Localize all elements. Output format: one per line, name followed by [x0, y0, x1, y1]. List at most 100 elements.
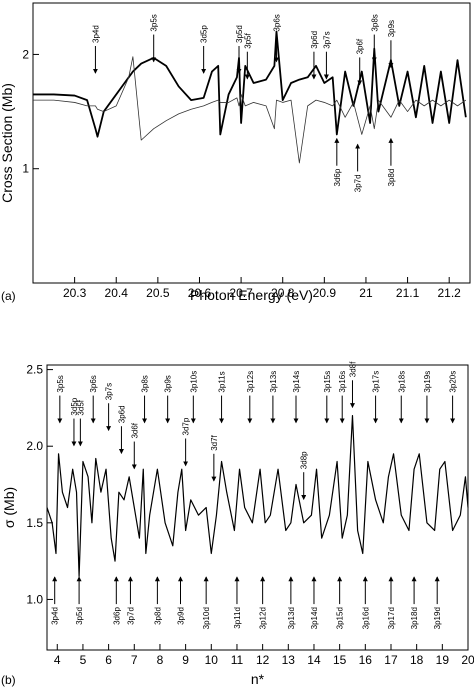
annotation-label: 3p9s	[164, 375, 173, 392]
annotation-label: 3p10d	[202, 607, 211, 629]
annotation-label: 3p18d	[410, 607, 419, 629]
annotation: 3p17s	[372, 371, 381, 424]
annotation: 3p5d	[75, 576, 84, 625]
annotation-label: 3p20s	[449, 371, 458, 393]
annotation-label: 3p5s	[56, 375, 65, 392]
x-tick-label: 5	[80, 653, 87, 667]
annotation-label: 3p6d	[310, 31, 319, 49]
annotation-label: 3p17d	[387, 607, 396, 629]
annotation-label: 3p7d	[354, 174, 363, 192]
annotation: 3d6f	[130, 422, 139, 470]
annotation-label: 3p13d	[287, 607, 296, 629]
annotation: 3p6s	[89, 375, 98, 424]
annotation: 3p14d	[310, 576, 319, 629]
annotation: 3d5f	[76, 399, 85, 447]
annotation-label: 3p5d	[235, 25, 244, 43]
x-tick-label: 20.7	[229, 286, 253, 300]
annotation-label: 3p18s	[397, 371, 406, 393]
annotation: 3d7f	[210, 434, 219, 482]
annotation-label: 3p6d	[117, 405, 126, 423]
annotation-label: 3p14d	[310, 607, 319, 629]
annotation: 3p14s	[292, 371, 301, 424]
annotation-label: 3p13s	[269, 371, 278, 393]
x-tick-label: 20	[461, 653, 474, 667]
annotation-label: 3d5p	[70, 397, 79, 415]
annotation-label: 3p10s	[189, 371, 198, 393]
annotation-label: 3p15s	[323, 371, 332, 393]
annotation-label: 3p16s	[338, 371, 347, 393]
x-tick-label: 16	[359, 653, 373, 667]
annotation: 3p5s	[56, 375, 65, 424]
annotation: 3p7d	[354, 143, 363, 192]
x-tick-label: 6	[105, 653, 112, 667]
annotation: 3p6f	[356, 38, 365, 86]
annotation: 3p8d	[387, 137, 396, 187]
x-tick-label: 11	[231, 653, 244, 667]
annotation-label: 3p9d	[176, 607, 185, 625]
annotation: 3d5p	[200, 25, 209, 74]
x-tick-label: 21	[359, 286, 373, 300]
annotation: 3p17d	[387, 576, 396, 629]
annotation: 3p7d	[126, 576, 135, 625]
annotation: 3p11d	[233, 576, 242, 629]
annotation-label: 3p5d	[75, 607, 84, 625]
y-tick-label: 1.5	[26, 516, 43, 530]
annotation-label: 3p14s	[292, 371, 301, 393]
annotation: 3p10s	[189, 371, 198, 424]
annotation-label: 3p6s	[89, 375, 98, 392]
x-tick-label: 9	[182, 653, 189, 667]
annotation-label: 3p7d	[126, 607, 135, 625]
annotation: 3p6d	[310, 31, 319, 80]
x-tick-label: 12	[256, 653, 270, 667]
annotation-label: 3p5f	[243, 32, 252, 48]
x-tick-label: 21.1	[396, 286, 420, 300]
y-tick-label: 2.0	[26, 439, 43, 453]
annotation: 3p5d	[235, 25, 244, 74]
annotation: 3p12s	[246, 371, 255, 424]
annotation-label: 3d7f	[210, 434, 219, 450]
x-tick-label: 8	[157, 653, 164, 667]
annotation: 3p8s	[141, 375, 150, 424]
x-tick-label: 4	[54, 653, 61, 667]
annotation: 3p5f	[243, 32, 252, 80]
annotation: 3p20s	[449, 371, 458, 424]
x-tick-label: 17	[384, 653, 398, 667]
annotation: 3p6s	[272, 14, 281, 63]
x-tick-label: 21.2	[438, 286, 462, 300]
x-tick-label: 20.6	[188, 286, 212, 300]
annotation-label: 3p4d	[91, 25, 100, 43]
annotation-label: 3d5f	[76, 399, 85, 415]
annotation: 3p19d	[433, 576, 442, 629]
annotation: 3d5p	[70, 397, 79, 447]
annotation: 3d6p	[112, 576, 121, 625]
plot-frame	[46, 364, 469, 651]
x-tick-label: 15	[333, 653, 347, 667]
y-axis-label: σ (Mb)	[1, 487, 17, 528]
annotation-label: 3d6p	[333, 168, 342, 186]
panel-label: (b)	[1, 673, 16, 687]
annotation-label: 3p11d	[233, 607, 242, 629]
annotation-label: 3p6s	[272, 14, 281, 31]
annotation-label: 3d6p	[112, 607, 121, 625]
data-line	[33, 30, 467, 138]
x-tick-label: 19	[436, 653, 450, 667]
y-axis-label: Cross Section (Mb)	[0, 83, 15, 203]
annotation-label: 3p8s	[141, 375, 150, 392]
annotation: 3p18d	[410, 576, 419, 629]
x-tick-label: 7	[131, 653, 138, 667]
annotation-label: 3p19s	[423, 371, 432, 393]
annotation: 3p13d	[287, 576, 296, 629]
annotation-label: 3p17s	[372, 371, 381, 393]
annotation-label: 3p19d	[433, 607, 442, 629]
annotation: 3p15d	[336, 576, 345, 629]
annotation: 3p6d	[117, 405, 126, 455]
annotation: 3p5s	[150, 14, 159, 63]
x-tick-label: 20.5	[146, 286, 170, 300]
panel-label: (a)	[1, 289, 16, 303]
x-tick-label: 13	[282, 653, 296, 667]
x-tick-label: 18	[410, 653, 424, 667]
annotation: 3d8f	[348, 361, 357, 409]
annotation-label: 3p9s	[387, 20, 396, 37]
annotation: 3p15s	[323, 371, 332, 424]
